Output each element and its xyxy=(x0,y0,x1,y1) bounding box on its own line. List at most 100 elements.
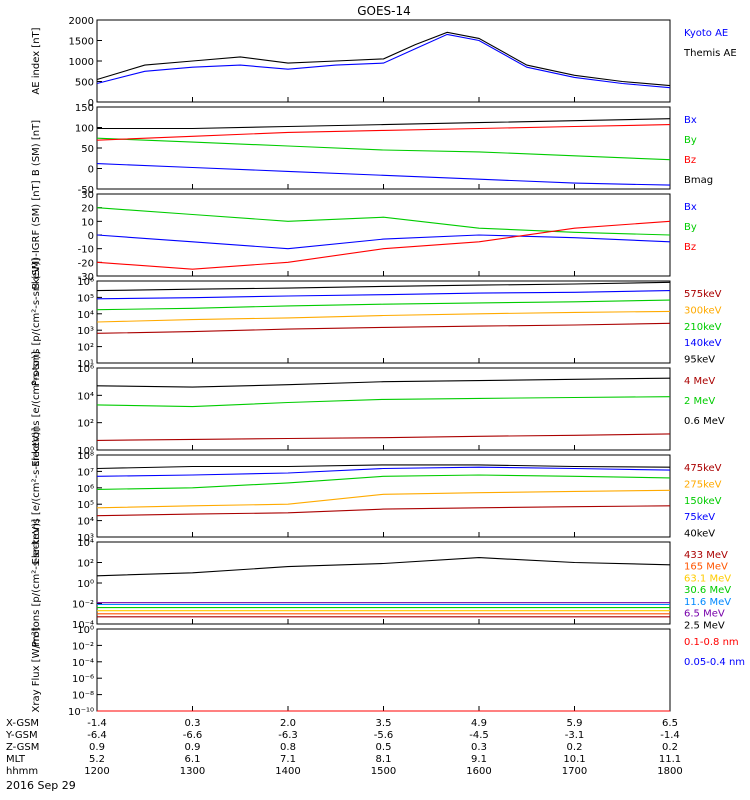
panel-4: 10¹ 10² 10³ 10⁴ 10⁵ 10⁶ Protons [p/(cm²-s-sr-k… xyxy=(31,258,722,386)
footer-row-label: Y-GSM xyxy=(5,730,38,741)
legend-label: Kyoto AE xyxy=(684,28,728,39)
y-tick-label: 10⁵ xyxy=(77,500,94,511)
y-tick-label: 10⁻² xyxy=(72,641,94,652)
series-line xyxy=(96,310,671,323)
legend-label: 63.1 MeV xyxy=(684,573,731,584)
legend-label: By xyxy=(684,135,697,146)
legend-label: 150keV xyxy=(684,496,722,507)
y-tick-label: 0 xyxy=(88,98,94,109)
legend-label: 165 MeV xyxy=(684,562,728,573)
series-line xyxy=(96,466,671,477)
y-tick-label: 10⁻⁶ xyxy=(72,674,94,685)
panel-frame xyxy=(96,19,671,103)
y-axis-label: Electrons [e/(cm²-s-sr)] xyxy=(31,351,42,467)
footer-value: 1400 xyxy=(275,766,300,777)
series-line xyxy=(96,377,671,388)
y-tick-label: -50 xyxy=(78,185,94,196)
y-axis-label: Xray Flux [W/m²] xyxy=(31,627,42,712)
y-tick-label: 10⁴ xyxy=(77,391,94,402)
y-tick-label: 500 xyxy=(75,78,94,89)
y-tick-label: 50 xyxy=(81,144,94,155)
footer-value: 0.3 xyxy=(185,718,201,729)
series-line xyxy=(96,124,671,141)
footer-value: 1700 xyxy=(562,766,587,777)
footer-value: 0.9 xyxy=(89,742,105,753)
y-tick-label: 10⁻² xyxy=(72,600,94,611)
series-line xyxy=(96,557,671,577)
y-tick-label: 10³ xyxy=(77,533,94,544)
y-tick-label: 10⁰ xyxy=(77,446,94,457)
footer-value: 0.2 xyxy=(567,742,583,753)
footer-value: 1600 xyxy=(466,766,491,777)
y-axis-label: Protons [p/(cm²-s-sr-keV)] xyxy=(31,519,42,647)
y-tick-label: 10² xyxy=(77,419,94,430)
series-line xyxy=(96,505,671,517)
panel-7: 10⁻⁴ 10⁻² 10⁰ 10² 10⁴ Protons [p/(cm²-s-sr-ke… xyxy=(31,519,731,647)
y-tick-label: 10 xyxy=(81,217,94,228)
footer-value: 4.9 xyxy=(471,718,487,729)
footer-row-label: hhmm xyxy=(6,766,38,777)
legend-label: Bx xyxy=(684,115,697,126)
legend-label: 140keV xyxy=(684,338,722,349)
y-tick-label: 100 xyxy=(75,124,94,135)
legend-label: 0.1-0.8 nm xyxy=(684,637,739,648)
footer-value: 6.1 xyxy=(185,754,201,765)
legend-label: 275keV xyxy=(684,479,722,490)
panel-frame xyxy=(96,628,671,712)
y-axis-label: AE index [nT] xyxy=(31,27,42,94)
footer-value: 1300 xyxy=(180,766,205,777)
footer-value: 3.5 xyxy=(376,718,392,729)
series-line xyxy=(96,396,671,408)
chart-title: GOES-14 xyxy=(357,4,411,18)
footer-value: -6.6 xyxy=(183,730,203,741)
y-tick-label: 10⁶ xyxy=(77,277,94,288)
series-line xyxy=(96,234,671,250)
footer-row-label: MLT xyxy=(6,754,26,765)
panel-8: 10⁻¹⁰ 10⁻⁸ 10⁻⁶ 10⁻⁴ 10⁻² 10⁰ Xray Flux [W/m²]… xyxy=(31,625,745,718)
legend-label: 433 MeV xyxy=(684,550,728,561)
y-tick-label: 10² xyxy=(77,343,94,354)
series-line xyxy=(96,464,671,470)
y-tick-label: 10⁴ xyxy=(77,310,94,321)
series-line xyxy=(97,118,671,130)
series-line xyxy=(96,281,671,292)
y-tick-label: 10⁸ xyxy=(77,451,94,462)
y-tick-label: 10³ xyxy=(77,326,94,337)
legend-label: 300keV xyxy=(684,305,722,316)
y-tick-label: 10⁻⁸ xyxy=(72,691,94,702)
panel-frame xyxy=(96,193,671,277)
footer-value: -6.3 xyxy=(278,730,298,741)
y-tick-label: 10⁶ xyxy=(77,364,94,375)
footer-value: -5.6 xyxy=(374,730,394,741)
panel-5: 10⁰ 10² 10⁴ 10⁶ Electrons [e/(cm²-s-sr)] 4 Me… xyxy=(31,351,725,467)
series-line xyxy=(96,163,671,186)
legend-label: 11.6 MeV xyxy=(684,597,731,608)
legend-label: 0.05-0.4 nm xyxy=(684,657,745,668)
y-tick-label: 1000 xyxy=(69,57,94,68)
footer-value: 1200 xyxy=(84,766,109,777)
series-line xyxy=(96,33,671,89)
footer-value: -1.4 xyxy=(660,730,680,741)
footer-value: 0.2 xyxy=(662,742,678,753)
panel-frame xyxy=(96,454,671,538)
y-tick-label: 1500 xyxy=(69,37,94,48)
y-tick-label: 20 xyxy=(81,204,94,215)
legend-label: 6.5 MeV xyxy=(684,609,725,620)
legend-label: 75keV xyxy=(684,512,715,523)
legend-label: 0.6 MeV xyxy=(684,416,725,427)
y-tick-label: 10⁴ xyxy=(77,517,94,528)
panel-frame xyxy=(96,541,671,625)
footer-value: 5.9 xyxy=(567,718,583,729)
footer-value: 6.5 xyxy=(662,718,678,729)
y-tick-label: -20 xyxy=(78,258,94,269)
footer-value: 1800 xyxy=(657,766,682,777)
footer-value: 10.1 xyxy=(563,754,585,765)
footer-value: 0.5 xyxy=(376,742,392,753)
legend-label: 40keV xyxy=(684,529,715,540)
y-tick-label: 10¹ xyxy=(77,359,94,370)
legend-label: 475keV xyxy=(684,463,722,474)
